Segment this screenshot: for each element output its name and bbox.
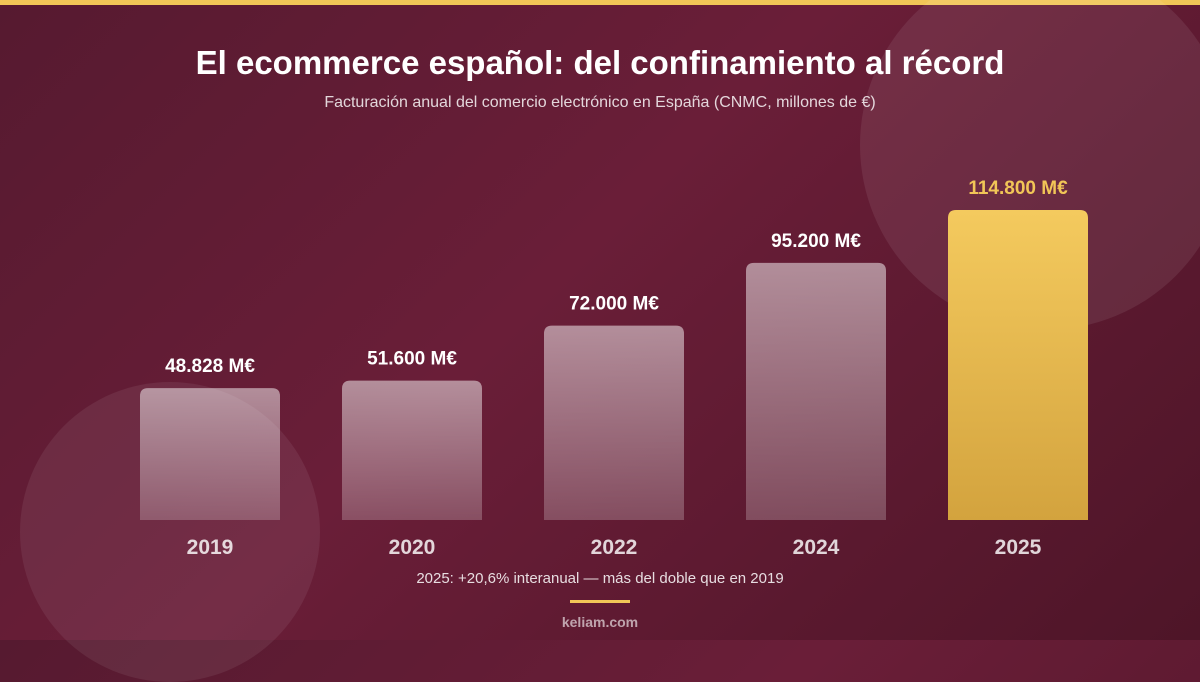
- bar-2024: [746, 262, 886, 520]
- bar-2025: [948, 210, 1088, 520]
- bar-2022: [544, 325, 684, 520]
- x-tick-label-2020: 2020: [389, 536, 436, 559]
- bar-chart: 48.828 M€ 2019 51.600 M€ 2020 72.000 M€ 2022 9…: [140, 178, 1088, 559]
- value-label-2025: 114.800 M€: [968, 178, 1068, 199]
- source-footer: keliam.com: [561, 614, 639, 630]
- x-tick-label-2019: 2019: [187, 536, 234, 559]
- chart-subtitle: Facturación anual del comercio electróni…: [324, 94, 876, 111]
- x-tick-label-2022: 2022: [591, 536, 638, 559]
- x-tick-label-2025: 2025: [995, 536, 1042, 559]
- x-tick-label-2024: 2024: [793, 536, 840, 559]
- value-label-2022: 72.000 M€: [569, 294, 659, 315]
- top-accent-bar: [0, 0, 1200, 5]
- value-label-2024: 95.200 M€: [771, 231, 861, 252]
- value-label-2020: 51.600 M€: [367, 349, 457, 370]
- value-label-2019: 48.828 M€: [165, 356, 255, 377]
- bar-2019: [140, 388, 280, 520]
- chart-note: 2025: +20,6% interanual — más del doble …: [416, 570, 784, 587]
- chart-title: El ecommerce español: del confinamiento …: [195, 44, 1005, 81]
- bar-2020: [342, 380, 482, 520]
- divider: [570, 600, 630, 603]
